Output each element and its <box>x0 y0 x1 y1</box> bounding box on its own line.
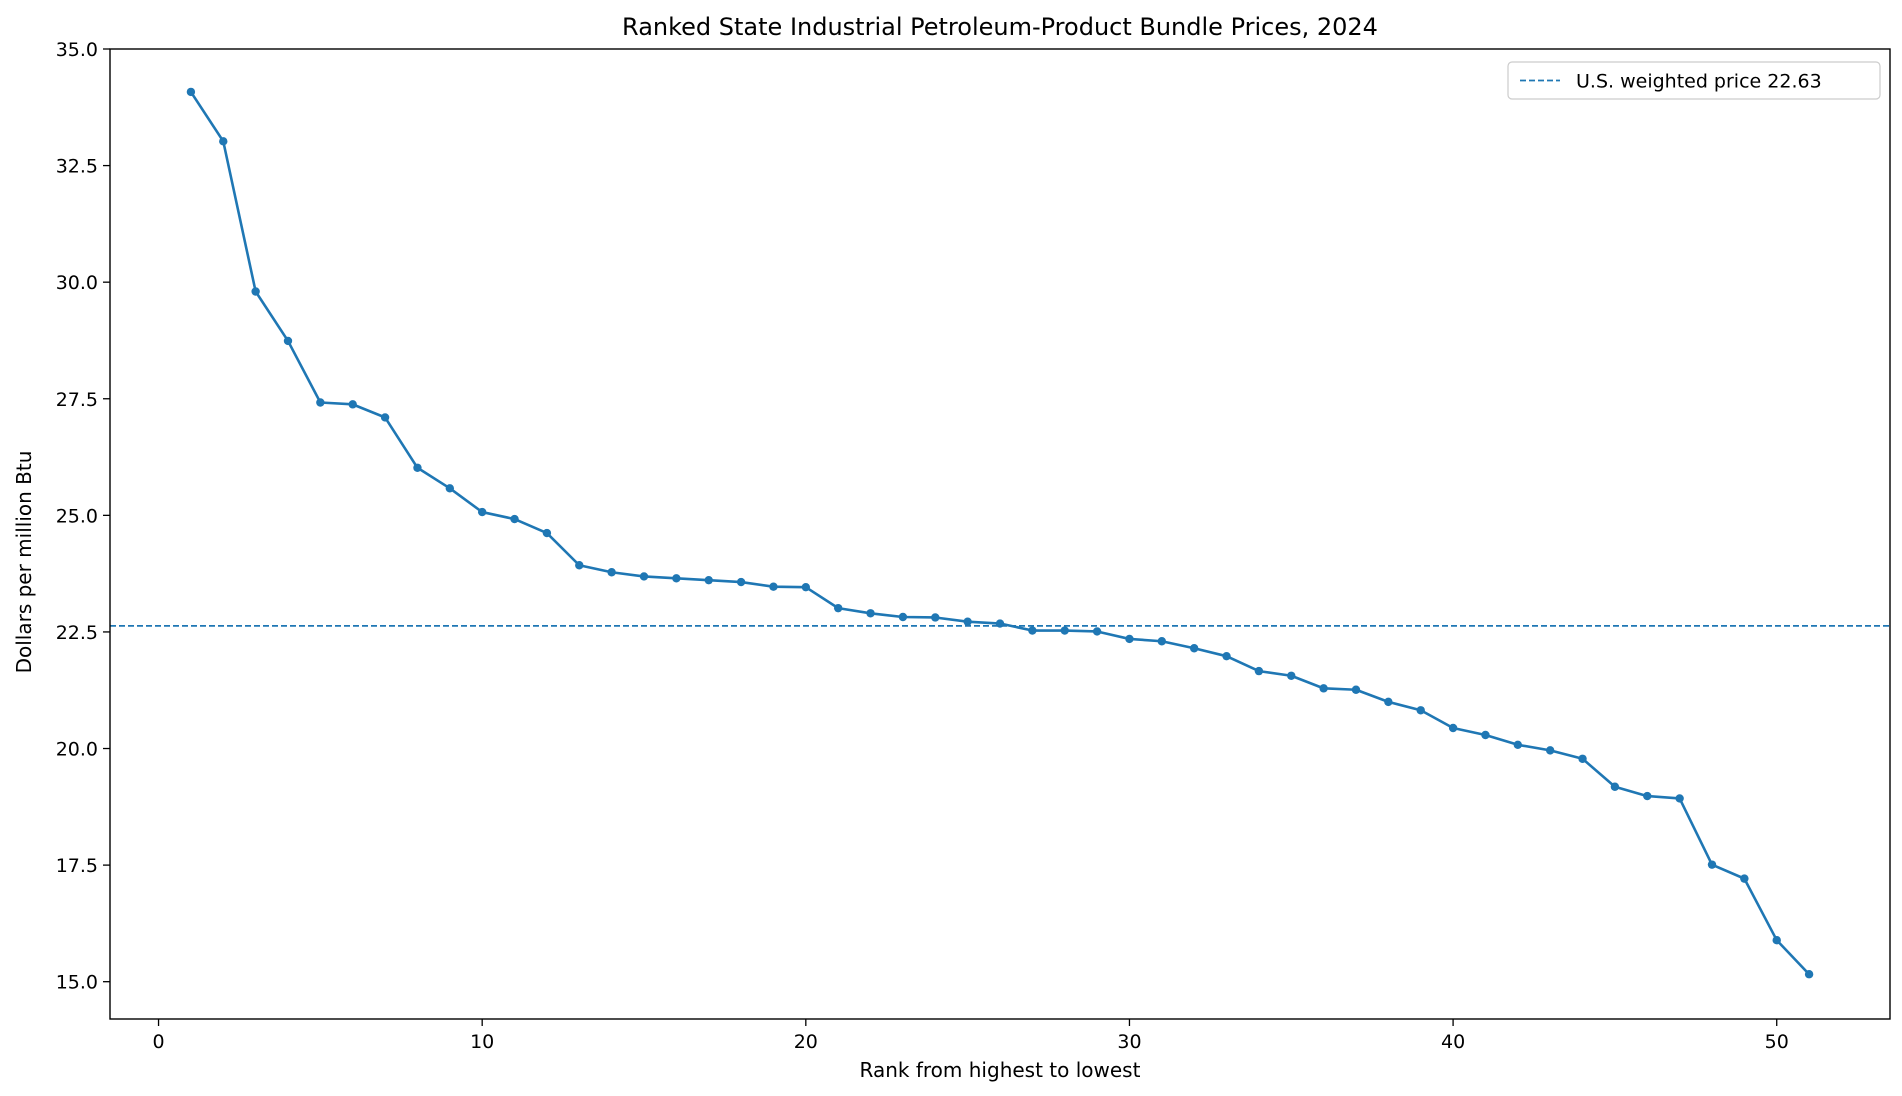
data-point <box>283 336 293 346</box>
legend: U.S. weighted price 22.63 <box>1507 61 1881 100</box>
data-point <box>1740 874 1749 883</box>
y-tick-label: 27.5 <box>56 389 98 411</box>
data-point <box>1610 782 1620 791</box>
data-point <box>769 582 778 591</box>
y-tick-label: 32.5 <box>56 156 98 178</box>
x-axis: 0 10 20 30 40 50 <box>152 1019 1789 1053</box>
data-point <box>736 577 746 587</box>
data-point <box>1804 970 1814 979</box>
data-point <box>801 582 811 592</box>
data-point <box>1092 627 1102 636</box>
data-point <box>1481 730 1490 740</box>
y-tick-label: 22.5 <box>56 622 98 644</box>
y-tick-label: 20.0 <box>56 739 98 761</box>
data-point <box>1287 671 1296 680</box>
data-point <box>898 612 908 622</box>
x-tick-label: 30 <box>1117 1031 1141 1053</box>
data-point <box>510 514 519 524</box>
data-point <box>477 507 487 517</box>
data-point <box>963 617 972 626</box>
data-point <box>316 398 325 407</box>
y-axis: 15.0 17.5 20.0 22.5 25.0 27.5 30.0 32.5 35.0 <box>56 39 110 994</box>
legend-frame <box>1507 61 1881 100</box>
plot-area <box>109 48 1891 1020</box>
data-point <box>348 400 357 409</box>
data-point <box>1545 746 1555 755</box>
y-axis-label: Dollars per million Btu <box>12 451 36 674</box>
data-point <box>833 603 843 613</box>
data-point <box>995 619 1005 628</box>
data-point <box>672 574 681 583</box>
chart-title: Ranked State Industrial Petroleum-Produc… <box>622 13 1378 41</box>
data-point <box>1772 935 1781 945</box>
data-point <box>251 287 260 296</box>
data-point <box>607 568 616 577</box>
x-tick-label: 0 <box>152 1031 164 1053</box>
data-point <box>1254 666 1264 676</box>
data-point <box>575 561 584 570</box>
x-tick-label: 20 <box>794 1031 818 1053</box>
data-point <box>1222 651 1231 661</box>
y-tick-label: 15.0 <box>56 972 98 994</box>
data-point <box>1060 626 1069 635</box>
data-point <box>704 575 713 585</box>
data-point <box>413 463 422 472</box>
data-point <box>1643 791 1652 801</box>
x-tick-label: 50 <box>1765 1031 1789 1053</box>
y-tick-label: 35.0 <box>56 39 98 61</box>
data-point <box>1513 740 1523 749</box>
data-point <box>1028 626 1037 635</box>
data-point <box>219 137 228 146</box>
data-point <box>866 609 875 618</box>
data-point <box>1707 860 1717 869</box>
data-point <box>1578 754 1587 763</box>
legend-label: U.S. weighted price 22.63 <box>1576 71 1822 93</box>
data-point <box>639 572 649 581</box>
data-point <box>931 613 940 622</box>
data-point <box>1125 634 1134 644</box>
data-point <box>186 87 196 97</box>
y-tick-label: 25.0 <box>56 505 98 527</box>
data-point <box>1675 794 1684 803</box>
x-tick-label: 10 <box>470 1031 494 1053</box>
data-point <box>445 484 455 493</box>
x-axis-label: Rank from highest to lowest <box>860 1058 1141 1082</box>
data-point <box>542 528 552 538</box>
data-point <box>1351 685 1361 694</box>
plot-frame <box>109 48 1891 1020</box>
data-point <box>1319 684 1328 693</box>
data-point <box>1384 697 1393 707</box>
data-point <box>1189 644 1199 653</box>
data-point <box>1448 723 1458 733</box>
data-point <box>380 413 390 422</box>
y-tick-label: 17.5 <box>56 855 98 877</box>
y-tick-label: 30.0 <box>56 272 98 294</box>
data-point <box>1157 637 1167 646</box>
data-point <box>1416 706 1425 715</box>
x-tick-label: 40 <box>1441 1031 1465 1053</box>
